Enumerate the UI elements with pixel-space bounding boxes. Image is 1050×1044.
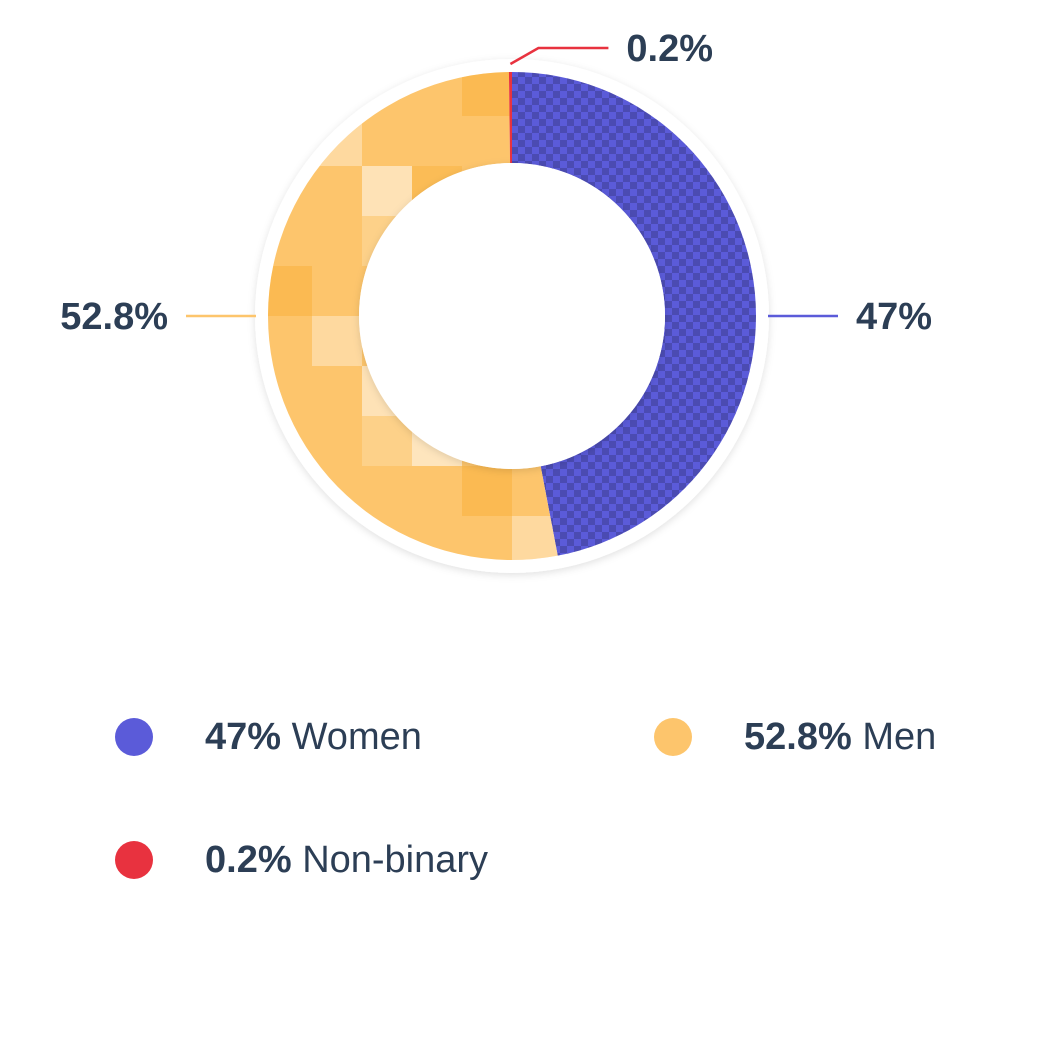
legend-swatch [654,718,692,756]
legend-entry: 0.2% Non-binary [205,839,488,881]
legend-gap [292,839,303,881]
slice [508,72,512,164]
legend-label: Women [292,716,422,758]
legend-value: 52.8% [744,716,852,758]
label-line [509,46,609,66]
slice-texture [267,72,558,561]
legend-value: 0.2% [205,839,292,881]
legend-label: Non-binary [302,839,488,881]
legend-gap [852,716,863,758]
value-label: 0.2% [626,28,713,70]
legend-entry: 47% Women [205,716,422,758]
labels: 47% 52.8% 0.2% [60,28,932,338]
legend-value: 47% [205,716,281,758]
value-label: 52.8% [60,296,168,338]
legend-label: Men [862,716,936,758]
legend-swatch [115,841,153,879]
slices [267,72,756,561]
legend-gap [281,716,292,758]
donut-hole [359,163,665,469]
legend-entry: 52.8% Men [744,716,936,758]
slice-texture [512,72,756,556]
legend: 47% Women 52.8% Men 0.2% Non-binary [115,716,936,881]
legend-swatch [115,718,153,756]
value-label: 47% [856,296,932,338]
